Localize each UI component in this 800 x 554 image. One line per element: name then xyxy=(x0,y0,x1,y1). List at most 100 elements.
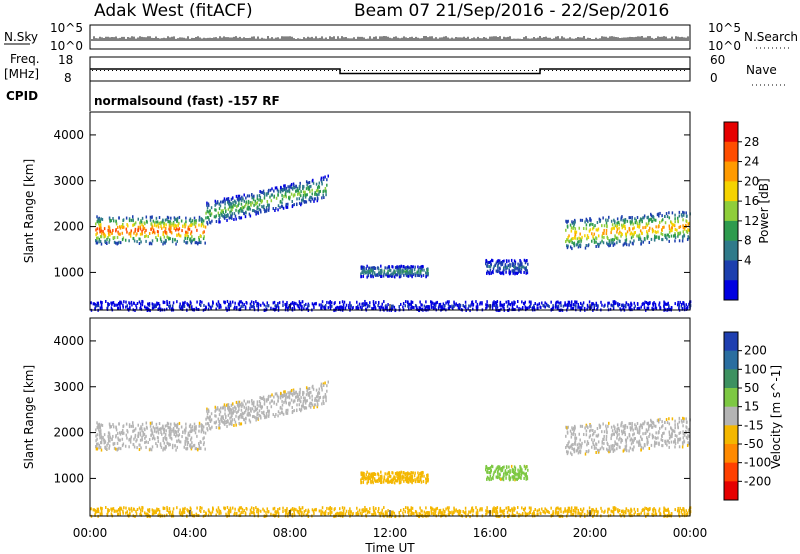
power-sample xyxy=(150,222,153,226)
velocity-sample xyxy=(142,433,144,437)
power-sample xyxy=(634,217,636,221)
power-sample xyxy=(636,221,638,225)
power-sample xyxy=(337,307,340,311)
power-sample xyxy=(590,222,592,226)
power-sample xyxy=(112,301,115,305)
power-sample xyxy=(411,275,413,279)
power-sample xyxy=(638,234,640,238)
power-sample xyxy=(664,214,666,218)
velocity-sample xyxy=(184,442,186,446)
velocity-sample xyxy=(602,447,605,451)
velocity-sample xyxy=(394,476,396,480)
velocity-sample xyxy=(404,506,407,510)
power-sample xyxy=(556,304,558,308)
power-sample xyxy=(149,309,151,313)
power-sample xyxy=(311,188,313,192)
power-sample xyxy=(99,240,102,244)
power-sample xyxy=(458,307,460,311)
velocity-sample xyxy=(298,393,301,397)
velocity-sample xyxy=(158,509,161,513)
power-sample xyxy=(329,303,332,307)
power-sample xyxy=(486,305,488,309)
velocity-sample xyxy=(412,479,415,483)
power-sample xyxy=(251,193,253,197)
power-sample xyxy=(169,229,171,233)
velocity-sample xyxy=(132,429,135,433)
power-sample xyxy=(649,212,652,216)
power-sample xyxy=(608,242,610,246)
velocity-sample xyxy=(202,443,205,447)
power-sample xyxy=(296,192,299,196)
power-sample xyxy=(413,268,416,272)
power-sample xyxy=(472,302,475,306)
power-sample xyxy=(293,301,296,305)
velocity-sample xyxy=(231,414,233,418)
power-sample xyxy=(551,306,554,310)
velocity-sample xyxy=(141,438,143,442)
velocity-sample xyxy=(310,402,313,406)
power-sample xyxy=(643,216,645,220)
velocity-sample xyxy=(372,474,374,478)
power-sample xyxy=(371,271,374,275)
power-sample xyxy=(165,240,167,244)
power-sample xyxy=(646,223,649,227)
power-sample xyxy=(494,300,497,304)
power-sample xyxy=(407,303,410,307)
power-sample xyxy=(207,202,210,206)
power-sample xyxy=(290,192,293,196)
power-sample xyxy=(216,304,219,308)
power-sample xyxy=(338,307,341,311)
power-sample xyxy=(224,199,226,203)
power-sample xyxy=(109,230,112,234)
velocity-sample xyxy=(231,506,234,510)
power-sample xyxy=(682,230,685,234)
velocity-sample xyxy=(647,440,649,444)
velocity-sample xyxy=(230,411,232,415)
power-sample xyxy=(113,240,116,244)
power-sample xyxy=(633,306,635,310)
power-sample xyxy=(489,268,492,272)
power-sample xyxy=(232,205,234,209)
velocity-sample xyxy=(237,403,239,407)
power-sample xyxy=(435,301,437,305)
power-sample xyxy=(420,267,422,271)
power-sample xyxy=(192,238,195,242)
power-sample xyxy=(111,301,114,305)
velocity-sample xyxy=(411,477,414,481)
power-sample xyxy=(678,239,681,243)
velocity-sample xyxy=(514,468,517,472)
velocity-sample xyxy=(113,446,116,450)
power-sample xyxy=(612,243,615,247)
velocity-sample xyxy=(194,431,197,435)
power-sample xyxy=(227,305,229,309)
power-sample xyxy=(207,302,210,306)
velocity-sample xyxy=(275,413,277,417)
power-sample xyxy=(370,266,373,270)
power-sample xyxy=(524,261,527,265)
velocity-sample xyxy=(169,510,172,514)
power-sample xyxy=(570,226,573,230)
velocity-sample xyxy=(214,414,216,418)
velocity-sample xyxy=(594,430,596,434)
velocity-sample xyxy=(656,419,659,423)
power-sample xyxy=(132,215,134,219)
power-sample xyxy=(595,303,598,307)
power-sample xyxy=(387,274,389,278)
power-sample xyxy=(177,232,180,236)
power-sample xyxy=(568,240,571,244)
power-sample xyxy=(611,223,614,227)
power-sample xyxy=(687,222,690,226)
power-sample xyxy=(587,235,590,239)
power-sample xyxy=(472,307,474,311)
power-sample xyxy=(140,219,142,223)
power-sample xyxy=(589,218,591,222)
power-sample xyxy=(633,301,636,305)
velocity-sample xyxy=(207,408,210,412)
power-sample xyxy=(258,207,260,211)
power-sample xyxy=(520,265,523,269)
power-sample xyxy=(578,243,581,247)
power-sample xyxy=(122,236,125,240)
velocity-sample xyxy=(507,470,510,474)
power-sample xyxy=(202,224,205,228)
velocity-sample xyxy=(184,429,187,433)
